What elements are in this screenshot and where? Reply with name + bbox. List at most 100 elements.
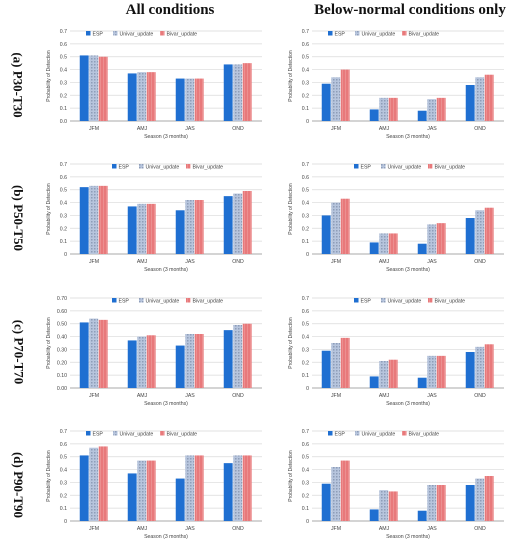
bar-univar-update-jas	[427, 485, 437, 521]
legend-label-bivar-update: Bivar_update	[193, 298, 224, 304]
bar-univar-update-ond	[475, 77, 485, 121]
y-tick-label: 0.7	[302, 29, 309, 35]
y-tick-label: 0.1	[302, 106, 309, 112]
y-tick-label: 0	[306, 119, 309, 125]
y-tick-label: 0.5	[302, 188, 309, 194]
y-tick-label: 0.7	[60, 29, 67, 35]
bar-esp-jfm	[79, 455, 89, 521]
bar-univar-update-ond	[475, 346, 485, 388]
bar-univar-update-jas	[427, 99, 437, 121]
legend-label-bivar-update: Bivar_update	[167, 31, 198, 37]
bar-esp-amj	[369, 242, 379, 254]
legend-label-univar-update: Univar_update	[388, 298, 422, 304]
legend-label-bivar-update: Bivar_update	[409, 31, 440, 37]
y-tick-label: 0	[306, 519, 309, 525]
y-axis-label: Probability of Detection	[288, 317, 294, 369]
x-tick-label: JAS	[427, 393, 437, 399]
x-tick-label: OND	[232, 526, 244, 532]
bar-esp-jas	[417, 243, 427, 254]
y-tick-label: 0.2	[302, 493, 309, 499]
y-tick-label: 0	[306, 386, 309, 392]
y-tick-label: 0.6	[302, 442, 309, 448]
x-tick-label: JFM	[331, 393, 341, 399]
y-tick-label: 0.2	[60, 493, 67, 499]
bar-univar-update-amj	[379, 490, 389, 521]
bar-univar-update-jfm	[89, 185, 99, 254]
x-tick-label: JAS	[185, 259, 195, 265]
legend-label-bivar-update: Bivar_update	[409, 431, 440, 437]
legend-swatch-univar-update	[113, 31, 118, 36]
legend-swatch-esp	[354, 164, 359, 169]
legend-swatch-univar-update	[381, 164, 386, 169]
x-tick-label: AMJ	[379, 526, 390, 532]
bar-bivar-update-jas	[194, 455, 204, 521]
bar-esp-ond	[223, 196, 233, 254]
bar-bivar-update-jas	[194, 78, 204, 121]
legend-swatch-univar-update	[355, 31, 360, 36]
bar-bivar-update-jas	[194, 334, 204, 388]
x-axis-label: Season (3 months)	[386, 267, 430, 273]
bar-univar-update-jas	[185, 200, 195, 254]
x-axis-label: Season (3 months)	[386, 534, 430, 540]
y-tick-label: 0.40	[57, 335, 67, 341]
y-tick-label: 0.2	[302, 93, 309, 99]
bar-univar-update-jfm	[331, 343, 341, 388]
legend-swatch-bivar-update	[160, 431, 165, 436]
x-tick-label: JAS	[185, 393, 195, 399]
x-tick-label: JAS	[185, 526, 195, 532]
legend-swatch-bivar-update	[402, 31, 407, 36]
x-tick-label: AMJ	[137, 126, 148, 132]
chart-panel-a-all: 0.0 0.1 0.2 0.3 0.4 0.5 0.6 0.7 Probability of D…	[46, 29, 262, 140]
y-tick-label: 0.6	[60, 175, 67, 181]
row-label-b-text: (b) P50-T50	[11, 184, 26, 252]
legend-swatch-bivar-update	[186, 298, 191, 303]
column-title-below-normal: Below-normal conditions only	[314, 2, 506, 18]
x-tick-label: OND	[232, 259, 244, 265]
bar-univar-update-jas	[185, 78, 195, 121]
legend-swatch-univar-update	[139, 164, 144, 169]
bar-bivar-update-jfm	[340, 69, 350, 121]
legend-swatch-bivar-update	[402, 431, 407, 436]
legend-swatch-esp	[112, 164, 117, 169]
x-axis-label: Season (3 months)	[386, 134, 430, 140]
y-axis-label: Probability of Detection	[46, 450, 52, 502]
row-label-d: (d) P90-T90	[0, 425, 36, 545]
bar-univar-update-ond	[233, 193, 243, 254]
bar-esp-ond	[223, 64, 233, 121]
x-axis-label: Season (3 months)	[144, 534, 188, 540]
bar-univar-update-ond	[475, 478, 485, 521]
bar-esp-amj	[127, 206, 137, 254]
row-label-a-text: (a) P30-T30	[11, 52, 27, 118]
bar-univar-update-ond	[233, 325, 243, 388]
y-tick-label: 0.6	[60, 42, 67, 48]
y-tick-label: 0.4	[60, 468, 67, 474]
y-tick-label: 0.1	[60, 506, 67, 512]
y-tick-label: 0.3	[302, 347, 309, 353]
legend-swatch-univar-update	[355, 431, 360, 436]
y-tick-label: 0.4	[302, 201, 309, 207]
bar-esp-jas	[175, 78, 185, 121]
y-tick-label: 0.7	[60, 429, 67, 435]
bar-esp-jas	[175, 210, 185, 254]
bar-bivar-update-amj	[146, 335, 156, 388]
legend-swatch-esp	[354, 298, 359, 303]
chart-panel-b-all: 0 0.1 0.2 0.3 0.4 0.5 0.6 0.7 Probability of Det…	[46, 162, 262, 273]
bar-esp-jas	[417, 110, 427, 121]
bar-bivar-update-jfm	[340, 460, 350, 521]
x-tick-label: JAS	[185, 126, 195, 132]
bar-univar-update-jas	[185, 455, 195, 521]
bar-bivar-update-ond	[484, 207, 494, 254]
legend-label-univar-update: Univar_update	[120, 431, 154, 437]
bar-bivar-update-jas	[436, 223, 446, 254]
legend-swatch-esp	[86, 431, 91, 436]
legend-label-univar-update: Univar_update	[362, 431, 396, 437]
bar-univar-update-amj	[379, 233, 389, 254]
y-tick-label: 0.0	[60, 119, 67, 125]
chart-panel-b-below: 0 0.1 0.2 0.3 0.4 0.5 0.6 0.7 Probability of Det…	[288, 162, 504, 273]
legend-swatch-esp	[86, 31, 91, 36]
legend-swatch-bivar-update	[428, 164, 433, 169]
chart-panel-d-all: 0 0.1 0.2 0.3 0.4 0.5 0.6 0.7 Probability of Det…	[46, 429, 262, 540]
y-axis-label: Probability of Detection	[288, 450, 294, 502]
bar-bivar-update-amj	[388, 491, 398, 521]
bar-esp-ond	[223, 463, 233, 521]
